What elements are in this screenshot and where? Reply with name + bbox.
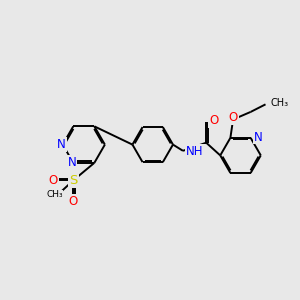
Text: N: N [57, 138, 66, 151]
Text: CH₃: CH₃ [270, 98, 289, 108]
Text: O: O [209, 114, 219, 127]
Text: CH₃: CH₃ [46, 190, 63, 199]
Text: O: O [49, 174, 58, 187]
Text: N: N [254, 130, 263, 143]
Text: S: S [69, 174, 77, 187]
Text: N: N [68, 156, 76, 169]
Text: O: O [69, 195, 78, 208]
Text: NH: NH [186, 145, 204, 158]
Text: O: O [229, 111, 238, 124]
